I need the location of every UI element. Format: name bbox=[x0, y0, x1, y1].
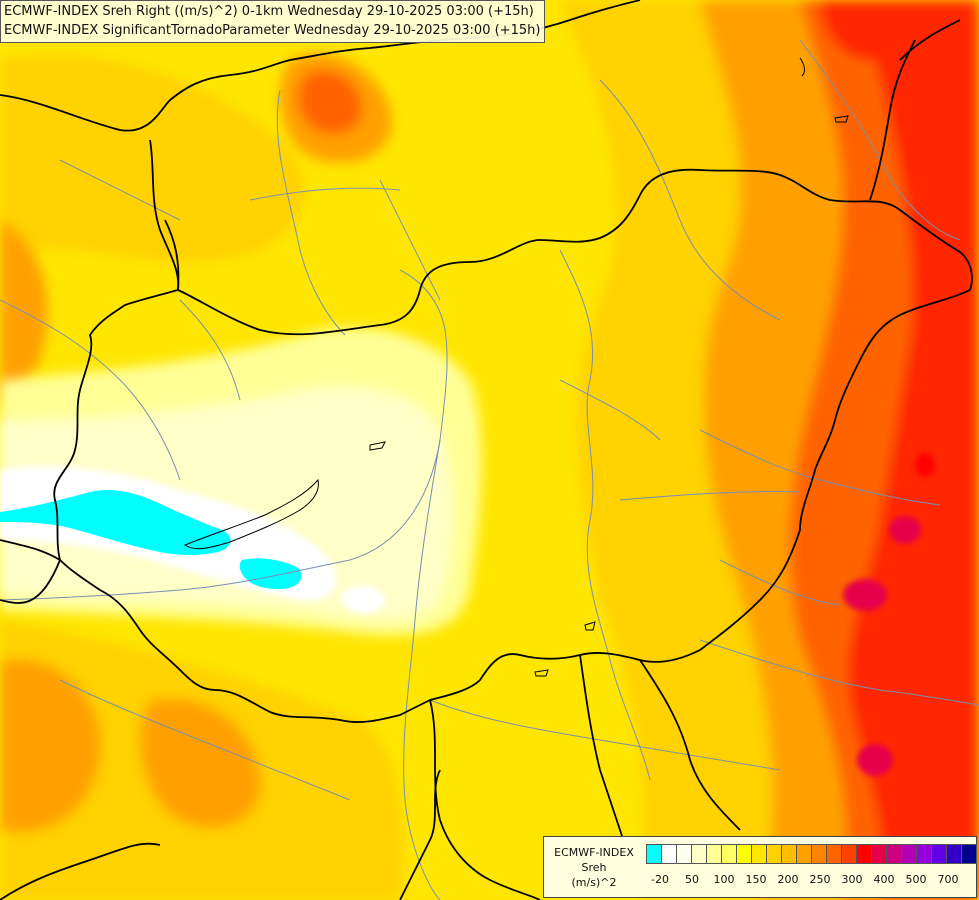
legend-swatch bbox=[676, 844, 692, 864]
border-south-1 bbox=[429, 699, 541, 900]
legend-swatch bbox=[721, 844, 737, 864]
river-north-2 bbox=[379, 179, 441, 301]
river-misc-2 bbox=[559, 379, 661, 441]
legend-swatch bbox=[871, 844, 887, 864]
legend-swatch bbox=[661, 844, 677, 864]
river-west-1 bbox=[0, 299, 181, 481]
legend-swatch bbox=[796, 844, 812, 864]
lake-small-1 bbox=[369, 441, 386, 451]
legend-swatch bbox=[691, 844, 707, 864]
legend-tick-label: 50 bbox=[685, 873, 699, 886]
border-south-3 bbox=[399, 769, 441, 900]
legend-tick-label: 500 bbox=[905, 873, 927, 886]
field-cyan-small bbox=[239, 558, 302, 590]
lake-balaton bbox=[183, 478, 319, 550]
field-magenta-core-1 bbox=[889, 516, 921, 544]
legend-swatch bbox=[961, 844, 977, 864]
legend-tick-label: 400 bbox=[873, 873, 895, 886]
river-northeast bbox=[599, 79, 781, 321]
border-south-2 bbox=[639, 659, 741, 831]
rivers bbox=[0, 39, 979, 900]
legend-title: ECMWF-INDEX Sreh (m/s)^2 bbox=[546, 845, 642, 890]
lake-small-4 bbox=[584, 621, 596, 631]
river-east-1 bbox=[699, 429, 941, 506]
border-west-1 bbox=[0, 539, 61, 561]
legend-tick-label: 200 bbox=[777, 873, 799, 886]
legend-title-line-2: Sreh bbox=[581, 861, 607, 874]
border-east-north bbox=[869, 39, 916, 201]
legend-swatch bbox=[886, 844, 902, 864]
legend-swatches bbox=[646, 844, 977, 864]
legend-tick-label: 300 bbox=[841, 873, 863, 886]
field-magenta-core-3 bbox=[857, 744, 893, 776]
legend-tick-label: 250 bbox=[809, 873, 831, 886]
legend-tick-label: 150 bbox=[745, 873, 767, 886]
legend-swatch bbox=[736, 844, 752, 864]
border-west-2 bbox=[0, 559, 61, 604]
field-darkorange-north bbox=[297, 69, 363, 135]
field-red-northeast bbox=[820, 0, 920, 60]
map-title-line-2: ECMWF-INDEX SignificantTornadoParameter … bbox=[4, 23, 541, 38]
legend-tick-label: 100 bbox=[713, 873, 735, 886]
border-hungary-west bbox=[53, 289, 179, 561]
border-south-4 bbox=[579, 654, 631, 861]
river-misc-1 bbox=[179, 299, 241, 401]
field-magenta-core-2 bbox=[843, 579, 887, 611]
river-north-1 bbox=[276, 89, 346, 336]
legend-swatch bbox=[946, 844, 962, 864]
legend-swatch bbox=[811, 844, 827, 864]
legend-swatch bbox=[766, 844, 782, 864]
legend-ticks: -20 50 100 150 200 250 300 400 500 700 bbox=[646, 873, 976, 889]
border-hungary-north bbox=[177, 168, 973, 336]
lakes bbox=[183, 57, 849, 677]
legend-swatch bbox=[931, 844, 947, 864]
field-cores bbox=[843, 453, 935, 776]
field-cyan-main bbox=[0, 489, 231, 555]
border-hungary-south bbox=[59, 559, 581, 723]
legend-title-line-1: ECMWF-INDEX bbox=[554, 846, 634, 859]
legend-swatch bbox=[646, 844, 662, 864]
river-south-2 bbox=[429, 699, 781, 771]
river-east-3 bbox=[719, 559, 841, 606]
lake-small-3 bbox=[834, 115, 849, 123]
map-title-line-1: ECMWF-INDEX Sreh Right ((m/s)^2) 0-1km W… bbox=[4, 4, 534, 19]
river-southeast bbox=[699, 639, 979, 706]
river-south-1 bbox=[59, 679, 351, 801]
field-orange-west bbox=[0, 220, 48, 400]
legend-tick-label: 700 bbox=[937, 873, 959, 886]
border-northeast bbox=[899, 19, 961, 61]
field-low-band bbox=[0, 327, 482, 636]
river-danube-south bbox=[403, 439, 441, 900]
river-east-2 bbox=[619, 491, 801, 501]
field-orange-southwest bbox=[0, 658, 102, 833]
legend-title-line-3: (m/s)^2 bbox=[571, 876, 617, 889]
color-legend: ECMWF-INDEX Sreh (m/s)^2 -20 50 100 150 200 2… bbox=[543, 836, 977, 898]
field-orange-south bbox=[140, 698, 262, 828]
river-misc-3 bbox=[249, 187, 401, 201]
lake-small-2 bbox=[799, 57, 805, 77]
legend-swatch bbox=[901, 844, 917, 864]
river-west-2 bbox=[59, 159, 181, 221]
legend-tick-label: -20 bbox=[651, 873, 669, 886]
legend-swatch bbox=[826, 844, 842, 864]
lake-small-5 bbox=[534, 669, 549, 677]
border-west-north bbox=[149, 139, 180, 291]
border-hungary-east bbox=[579, 289, 971, 663]
river-danube bbox=[0, 269, 448, 601]
legend-swatch bbox=[751, 844, 767, 864]
field-red-core bbox=[915, 453, 935, 477]
legend-swatch bbox=[706, 844, 722, 864]
legend-swatch bbox=[856, 844, 872, 864]
field-red-east bbox=[847, 0, 979, 900]
legend-swatch bbox=[841, 844, 857, 864]
river-tisza bbox=[559, 249, 651, 781]
field-white-patch bbox=[341, 585, 386, 614]
border-west-vertical bbox=[164, 219, 180, 291]
map-title-box: ECMWF-INDEX Sreh Right ((m/s)^2) 0-1km W… bbox=[0, 0, 546, 43]
border-southwest bbox=[0, 842, 161, 900]
legend-swatch bbox=[916, 844, 932, 864]
legend-swatch bbox=[781, 844, 797, 864]
